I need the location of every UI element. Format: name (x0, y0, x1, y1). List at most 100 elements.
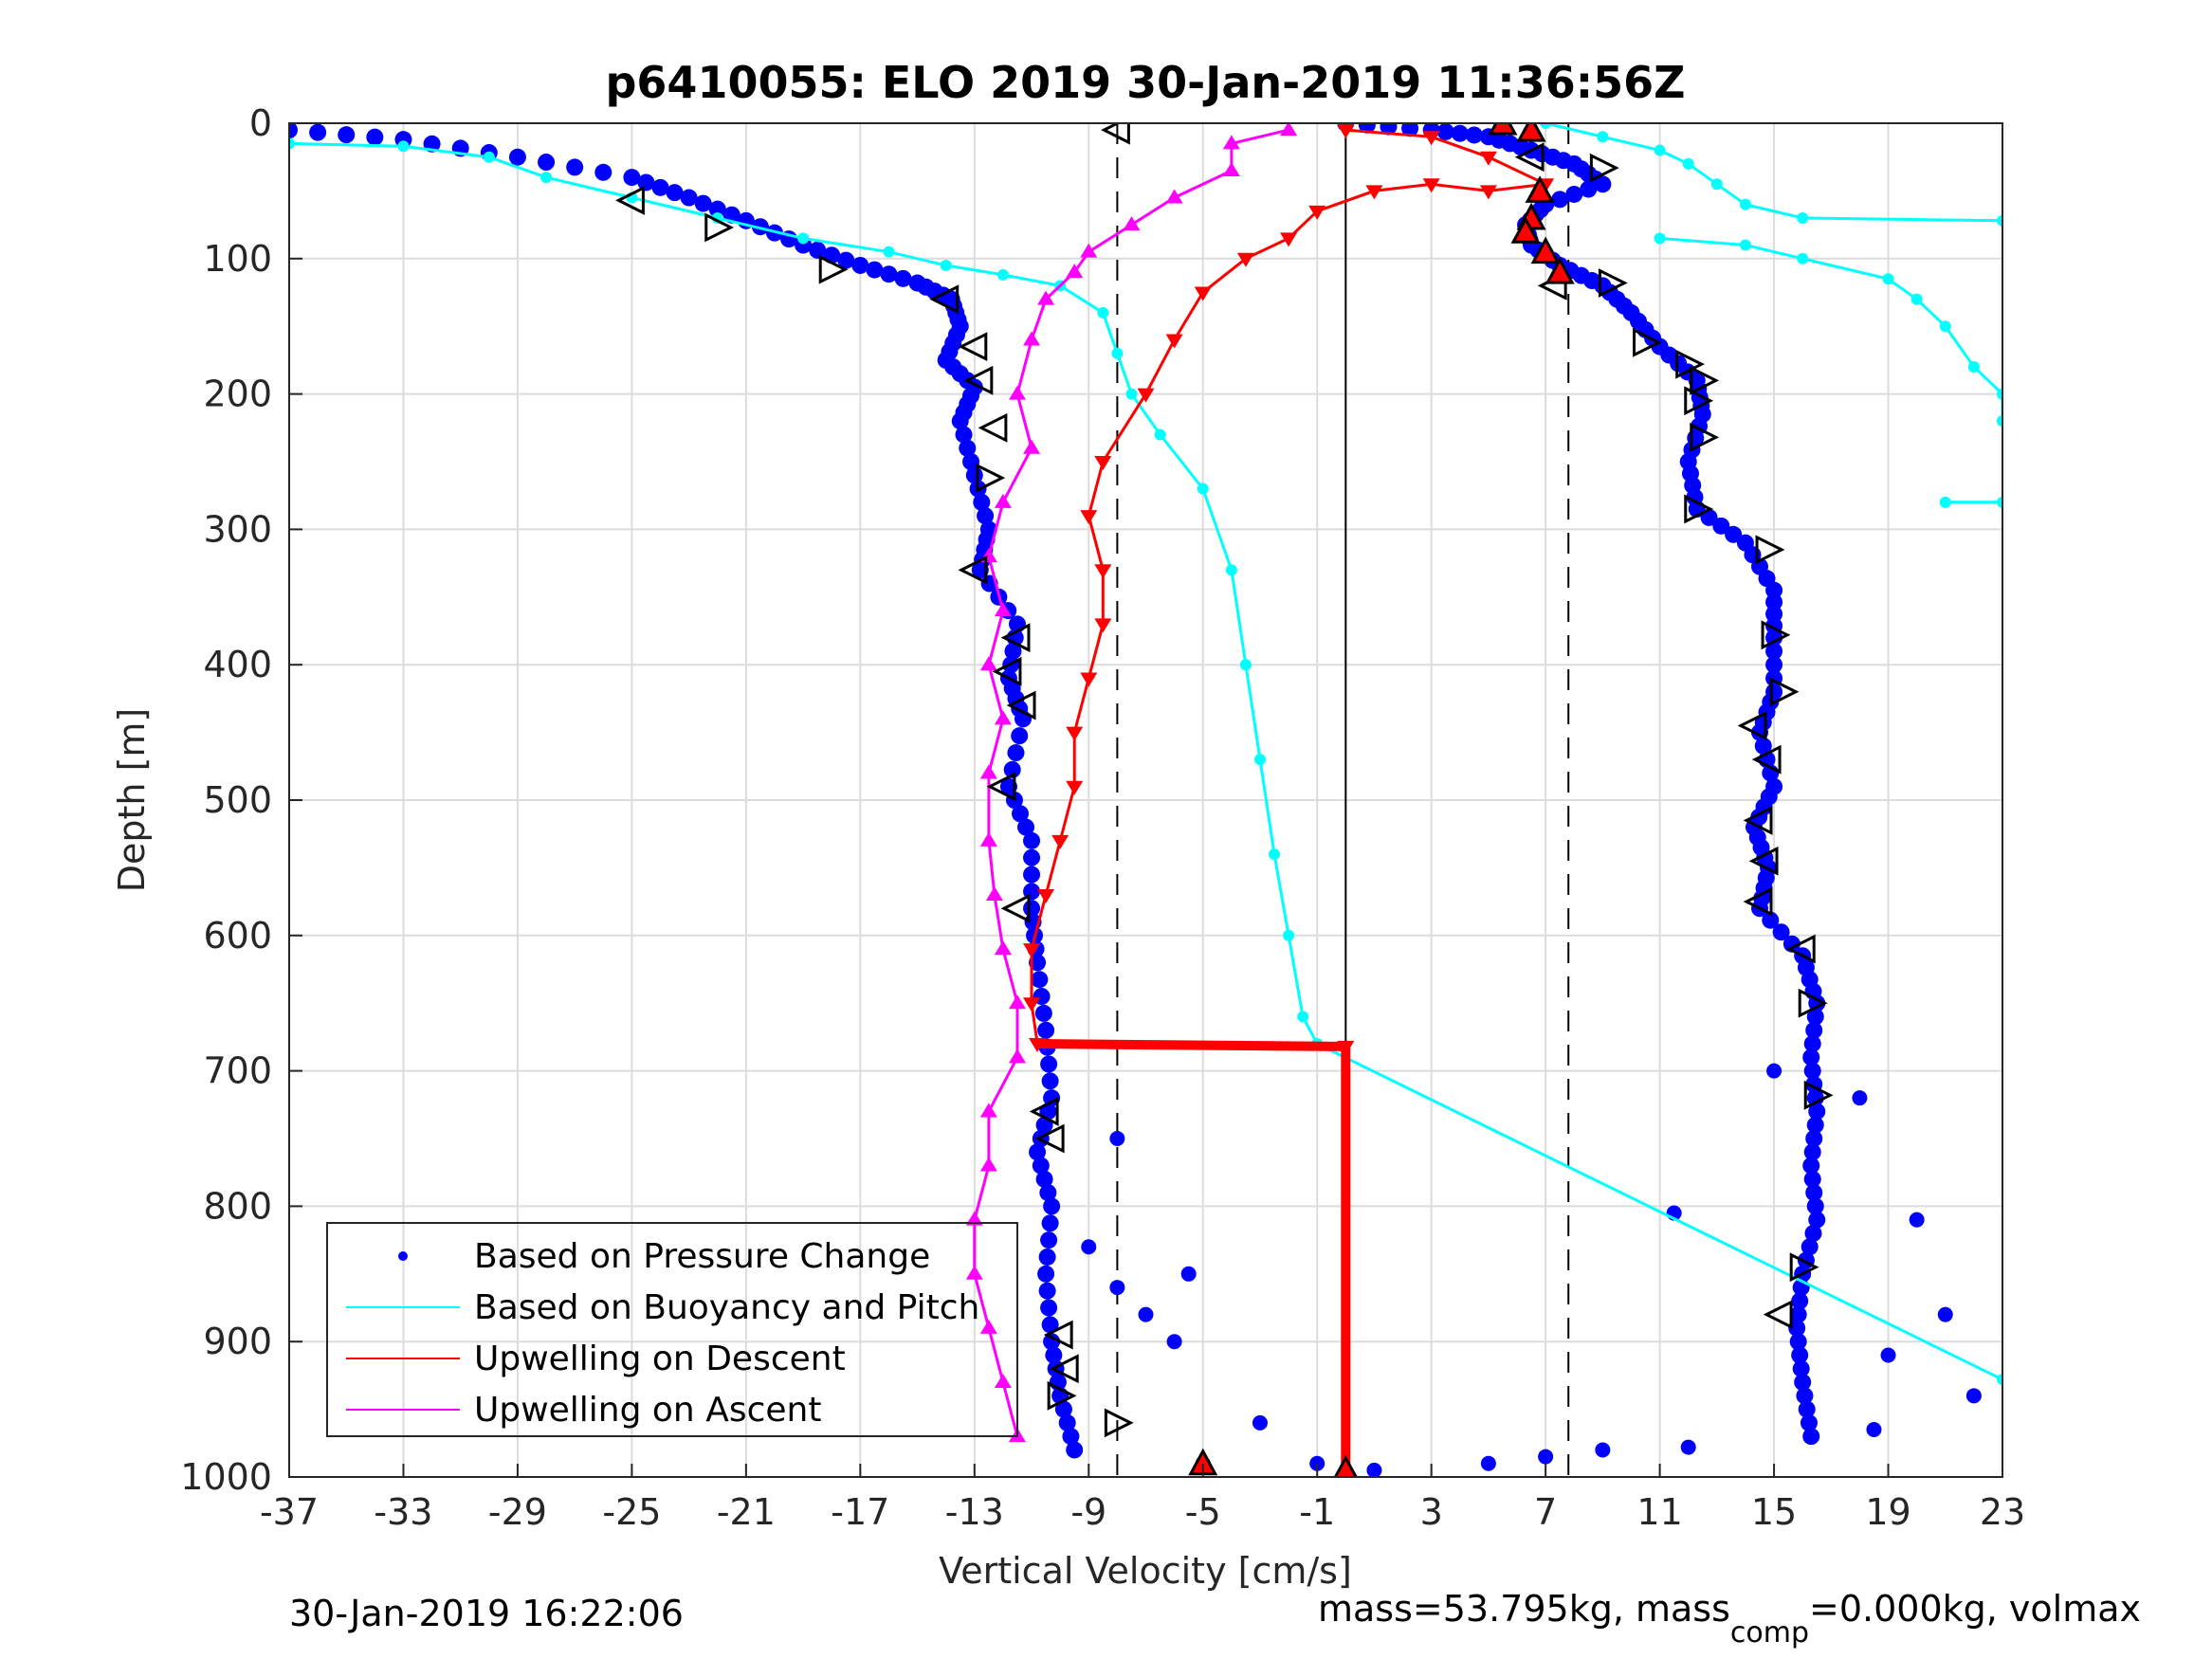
legend-label-upwelling-on-ascent: Upwelling on Ascent (474, 1391, 821, 1430)
data-point (880, 265, 898, 283)
data-point (1540, 123, 1552, 129)
data-point (1654, 144, 1666, 156)
data-point (1882, 273, 1894, 285)
marker-triangle-left (1751, 744, 1782, 775)
marker-triangle-red (1525, 175, 1555, 203)
y-tick-label: 0 (249, 102, 272, 144)
marker-triangle-left (1514, 142, 1545, 173)
data-point (1034, 1004, 1052, 1022)
data-point (1451, 124, 1469, 142)
data-point (1765, 605, 1783, 623)
data-point (1712, 517, 1730, 535)
data-point (1794, 1374, 1812, 1392)
marker-triangle-right (1803, 1080, 1834, 1110)
data-point (1253, 754, 1266, 766)
data-point (1037, 290, 1055, 305)
x-tick-label: -1 (1299, 1491, 1335, 1533)
data-point (1309, 1455, 1325, 1471)
chart-title: p6410055: ELO 2019 30-Jan-2019 11:36:56Z (606, 57, 1686, 108)
data-point (1615, 297, 1633, 315)
data-point (949, 311, 967, 329)
x-tick-label: -21 (717, 1491, 776, 1533)
marker-triangle-left (1034, 1123, 1065, 1154)
x-tick-label: -17 (831, 1491, 889, 1533)
data-point (1789, 1333, 1807, 1351)
data-point (1797, 211, 1809, 224)
data-point (1805, 1130, 1823, 1147)
data-point (1337, 124, 1355, 139)
data-point (1123, 216, 1141, 231)
data-point (955, 404, 973, 422)
data-point (1138, 1306, 1154, 1322)
marker-triangle-left (1000, 623, 1031, 653)
data-point (1165, 189, 1183, 204)
marker-triangle-left (978, 412, 1008, 443)
data-point (1801, 1238, 1819, 1256)
data-point (1023, 943, 1041, 958)
data-point (1094, 618, 1112, 633)
marker-triangle-left (958, 555, 988, 585)
data-point (1939, 496, 1951, 508)
data-point (965, 1265, 983, 1280)
data-point (708, 200, 726, 218)
data-point (1967, 361, 1980, 374)
y-tick-label: 100 (203, 238, 272, 280)
data-point (1852, 1090, 1868, 1106)
data-point (1040, 1299, 1058, 1317)
data-point (1880, 1347, 1896, 1363)
data-point (1041, 1072, 1059, 1090)
marker-triangle-red (1545, 256, 1575, 284)
data-point (1997, 1374, 2002, 1386)
data-point (1023, 439, 1041, 454)
data-point (1480, 1455, 1496, 1471)
data-point (289, 137, 295, 150)
data-point (1765, 593, 1783, 611)
data-point (1007, 744, 1025, 762)
footer-mass-info: mass=53.795kg, masscomp=0.000kg, volmax (1318, 1588, 2141, 1650)
data-point (1080, 672, 1098, 687)
data-point (1965, 1388, 1982, 1404)
marker-triangle-left (992, 656, 1022, 686)
data-point (1739, 239, 1751, 251)
data-point (1580, 180, 1598, 198)
data-point (1023, 848, 1041, 866)
marker-triangle-left (1743, 886, 1773, 917)
data-point (1051, 834, 1069, 849)
data-point (994, 710, 1012, 725)
data-point (1805, 1184, 1823, 1202)
data-point (1538, 1449, 1554, 1465)
legend-box (326, 1222, 1018, 1437)
data-point (1080, 510, 1098, 525)
marker-triangle-left (986, 772, 1016, 802)
data-point (1062, 1428, 1080, 1446)
footer-mass-sub: comp (1730, 1616, 1809, 1650)
y-tick-label: 700 (203, 1050, 272, 1092)
data-point (1800, 1413, 1818, 1431)
x-tick-label: 15 (1751, 1491, 1797, 1533)
data-point (1762, 911, 1780, 929)
data-point (1436, 123, 1454, 140)
data-point (1939, 320, 1951, 333)
marker-triangle-right (1047, 1380, 1077, 1411)
marker-triangle-right (1769, 677, 1800, 707)
data-point (1909, 1212, 1925, 1228)
data-point (1180, 1266, 1197, 1282)
data-point (540, 172, 553, 184)
data-point (883, 246, 895, 258)
data-point (962, 453, 980, 470)
data-point (1654, 232, 1666, 245)
data-point (1137, 388, 1155, 403)
y-tick-label: 900 (203, 1321, 272, 1362)
data-point (973, 493, 991, 511)
data-point (1017, 818, 1035, 836)
x-ticks: -37 -33 -29 -25 -21 -17 -13 -9 -5 -1 3 7 11 15 19 23 (260, 1464, 2025, 1533)
marker-triangle-left (1743, 805, 1773, 835)
data-point (366, 128, 384, 146)
marker-triangle-red (1516, 123, 1546, 142)
data-point (483, 151, 495, 163)
footer-timestamp: 30-Jan-2019 16:22:06 (289, 1593, 684, 1634)
data-point (1754, 737, 1772, 755)
data-point (977, 507, 995, 525)
data-point (1031, 971, 1049, 989)
data-point (1796, 1387, 1814, 1405)
